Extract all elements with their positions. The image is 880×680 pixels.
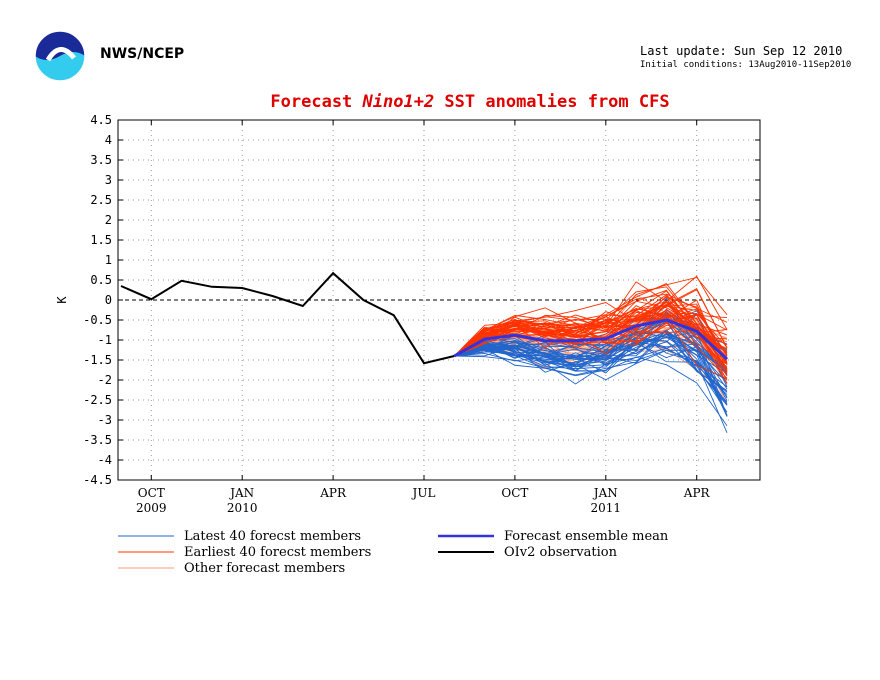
chart-title: Forecast Nino1+2 SST anomalies from CFS bbox=[270, 92, 669, 112]
x-tick-label: JAN bbox=[228, 486, 254, 500]
x-tick-year: 2011 bbox=[591, 501, 622, 515]
title-part: Nino1+2 bbox=[362, 92, 435, 112]
legend-label: Latest 40 forecst members bbox=[184, 529, 361, 544]
forecast-member-line bbox=[454, 335, 728, 398]
x-tick-label: OCT bbox=[138, 486, 165, 500]
forecast-member-line bbox=[454, 315, 728, 379]
noaa-logo bbox=[34, 30, 86, 82]
x-tick-label: JAN bbox=[592, 486, 618, 500]
y-tick-label: 3.5 bbox=[90, 153, 112, 167]
forecast-member-line bbox=[454, 346, 728, 393]
x-tick-label: JUL bbox=[411, 486, 436, 500]
y-tick-label: -3 bbox=[98, 413, 112, 427]
observation-line bbox=[120, 271, 455, 365]
y-tick-label: -4.5 bbox=[83, 473, 112, 487]
y-tick-label: -1.5 bbox=[83, 353, 112, 367]
legend-label: Forecast ensemble mean bbox=[504, 529, 669, 544]
x-tick-year: 2010 bbox=[227, 501, 258, 515]
y-tick-label: -2 bbox=[98, 373, 112, 387]
forecast-member-line bbox=[454, 332, 728, 406]
legend-label: OIv2 observation bbox=[504, 545, 618, 560]
forecast-member-line bbox=[454, 337, 728, 393]
y-tick-label: 4 bbox=[105, 133, 112, 147]
y-tick-label: -2.5 bbox=[83, 393, 112, 407]
forecast-member-line bbox=[454, 304, 728, 365]
forecast-member-line bbox=[454, 334, 728, 416]
initial-conditions-text: Initial conditions: 13Aug2010-11Sep2010 bbox=[640, 60, 852, 70]
main-series bbox=[120, 271, 729, 365]
agency-name: NWS/NCEP bbox=[100, 46, 185, 62]
y-tick-label: 2.5 bbox=[90, 193, 112, 207]
x-tick-label: APR bbox=[319, 486, 347, 500]
forecast-member-line bbox=[454, 296, 728, 364]
y-tick-label: -4 bbox=[98, 453, 112, 467]
y-tick-label: 0.5 bbox=[90, 273, 112, 287]
last-update-text: Last update: Sun Sep 12 2010 bbox=[640, 44, 843, 58]
forecast-member-line bbox=[454, 281, 728, 357]
ensemble-mean-line bbox=[453, 318, 729, 361]
legend-label: Earliest 40 forecst members bbox=[184, 545, 371, 560]
y-tick-label: 4.5 bbox=[90, 113, 112, 127]
forecast-member-line bbox=[454, 303, 728, 365]
y-tick-label: 0 bbox=[105, 293, 112, 307]
y-tick-label: 1 bbox=[105, 253, 112, 267]
y-tick-label: -0.5 bbox=[83, 313, 112, 327]
y-tick-label: 2 bbox=[105, 213, 112, 227]
y-tick-label: 3 bbox=[105, 173, 112, 187]
x-tick-year: 2009 bbox=[136, 501, 167, 515]
forecast-member-line bbox=[454, 344, 728, 413]
title-part: SST anomalies from CFS bbox=[434, 92, 669, 112]
x-tick-label: OCT bbox=[501, 486, 528, 500]
y-axis-ticks: 4.5 4 3.5 3 2.5 2 1.5 1 0.5 0 -0.5 -1 -1.5 -2 -2.5 -3 -3… bbox=[83, 113, 760, 487]
x-tick-label: APR bbox=[683, 486, 711, 500]
forecast-member-line bbox=[454, 348, 728, 381]
title-part: Forecast bbox=[270, 92, 362, 112]
y-axis-label: K bbox=[55, 296, 69, 304]
legend-label: Other forecast members bbox=[184, 561, 345, 576]
y-tick-label: -1 bbox=[98, 333, 112, 347]
y-tick-label: 1.5 bbox=[90, 233, 112, 247]
forecast-member-line bbox=[453, 288, 728, 357]
y-tick-label: -3.5 bbox=[83, 433, 112, 447]
